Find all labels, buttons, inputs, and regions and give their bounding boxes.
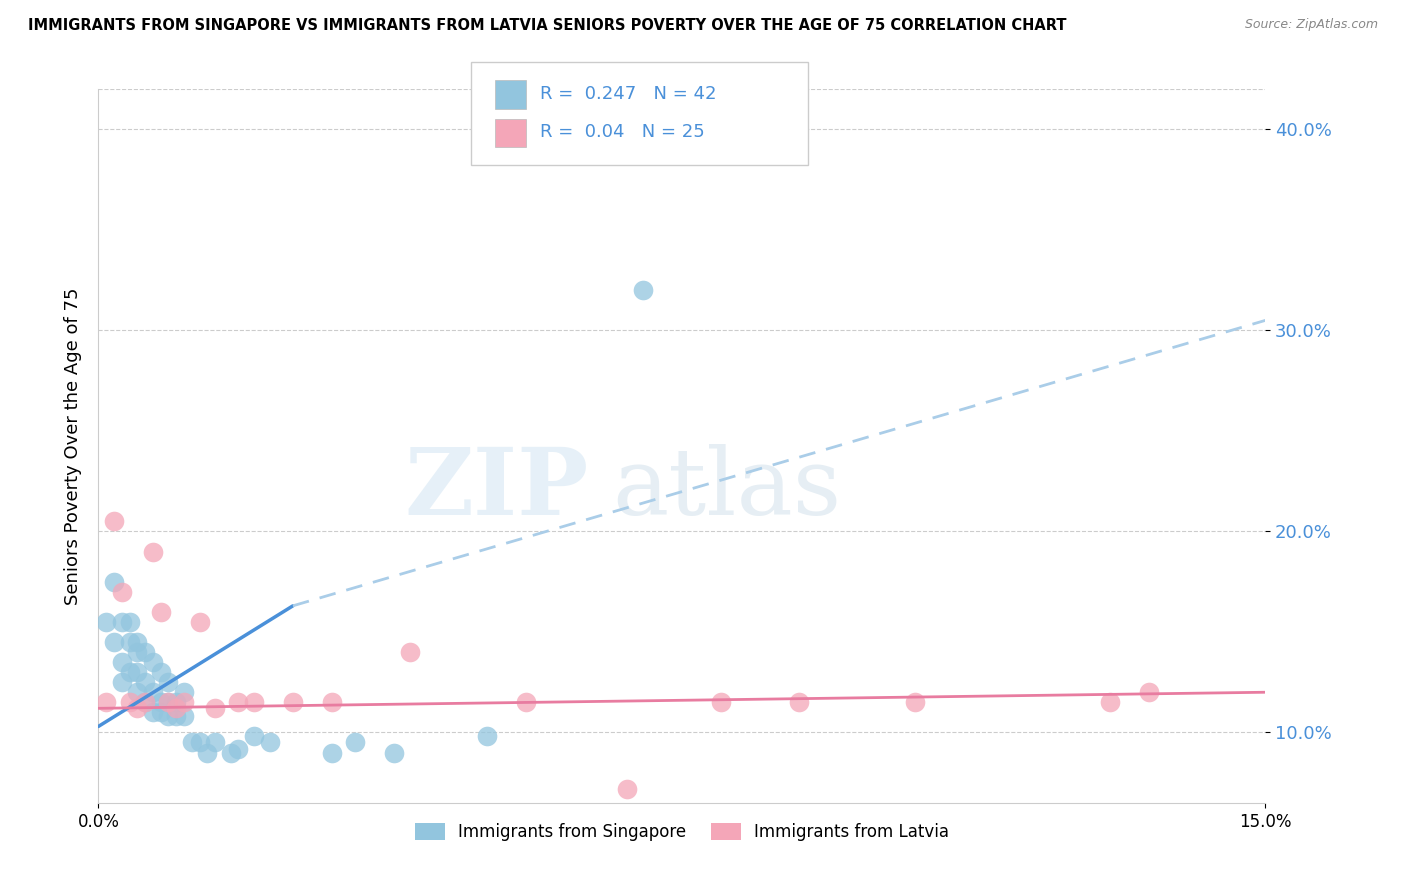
Point: [616, 781, 638, 796]
Point: [142, 655, 165, 669]
Point: [515, 695, 537, 709]
Point: [477, 730, 499, 744]
Point: [188, 735, 211, 749]
Point: [134, 645, 156, 659]
Point: [111, 655, 134, 669]
Point: [127, 685, 149, 699]
Point: [134, 695, 156, 709]
Point: [157, 695, 180, 709]
Point: [103, 515, 125, 529]
Point: [96, 695, 118, 709]
Point: [157, 709, 180, 723]
Point: [118, 695, 141, 709]
Point: [157, 695, 180, 709]
Point: [631, 283, 654, 297]
Point: [259, 735, 281, 749]
Point: [243, 695, 266, 709]
Point: [142, 706, 165, 720]
Point: [165, 695, 187, 709]
Point: [149, 695, 172, 709]
Point: [188, 615, 211, 629]
Point: [127, 635, 149, 649]
Point: [118, 635, 141, 649]
Point: [149, 605, 172, 619]
Point: [127, 701, 149, 715]
Point: [103, 635, 125, 649]
Point: [228, 695, 250, 709]
Point: [103, 574, 125, 589]
Point: [134, 675, 156, 690]
Point: [228, 741, 250, 756]
Point: [344, 735, 367, 749]
Text: R =  0.247   N = 42: R = 0.247 N = 42: [540, 85, 717, 103]
Point: [149, 706, 172, 720]
Point: [149, 665, 172, 680]
Point: [173, 685, 195, 699]
Point: [787, 695, 810, 709]
Point: [321, 746, 343, 760]
Point: [165, 701, 187, 715]
Point: [219, 746, 242, 760]
Point: [111, 675, 134, 690]
Point: [173, 709, 195, 723]
Text: IMMIGRANTS FROM SINGAPORE VS IMMIGRANTS FROM LATVIA SENIORS POVERTY OVER THE AGE: IMMIGRANTS FROM SINGAPORE VS IMMIGRANTS …: [28, 18, 1067, 33]
Point: [1137, 685, 1160, 699]
Point: [281, 695, 304, 709]
Point: [127, 665, 149, 680]
Point: [180, 735, 202, 749]
Text: atlas: atlas: [612, 444, 841, 533]
Point: [118, 615, 141, 629]
Point: [111, 615, 134, 629]
Point: [173, 695, 195, 709]
Point: [118, 665, 141, 680]
Point: [142, 685, 165, 699]
Point: [204, 701, 226, 715]
Text: R =  0.04   N = 25: R = 0.04 N = 25: [540, 123, 704, 141]
Point: [195, 746, 218, 760]
Text: ZIP: ZIP: [405, 444, 589, 533]
Legend: Immigrants from Singapore, Immigrants from Latvia: Immigrants from Singapore, Immigrants fr…: [408, 816, 956, 848]
Point: [204, 735, 226, 749]
Point: [96, 615, 118, 629]
Point: [398, 645, 420, 659]
Point: [165, 709, 187, 723]
Point: [157, 675, 180, 690]
Point: [382, 746, 405, 760]
Point: [243, 730, 266, 744]
Point: [134, 695, 156, 709]
Point: [111, 584, 134, 599]
Point: [904, 695, 927, 709]
Text: Source: ZipAtlas.com: Source: ZipAtlas.com: [1244, 18, 1378, 31]
Point: [321, 695, 343, 709]
Point: [142, 544, 165, 558]
Point: [127, 645, 149, 659]
Point: [710, 695, 733, 709]
Y-axis label: Seniors Poverty Over the Age of 75: Seniors Poverty Over the Age of 75: [63, 287, 82, 605]
Point: [1098, 695, 1121, 709]
